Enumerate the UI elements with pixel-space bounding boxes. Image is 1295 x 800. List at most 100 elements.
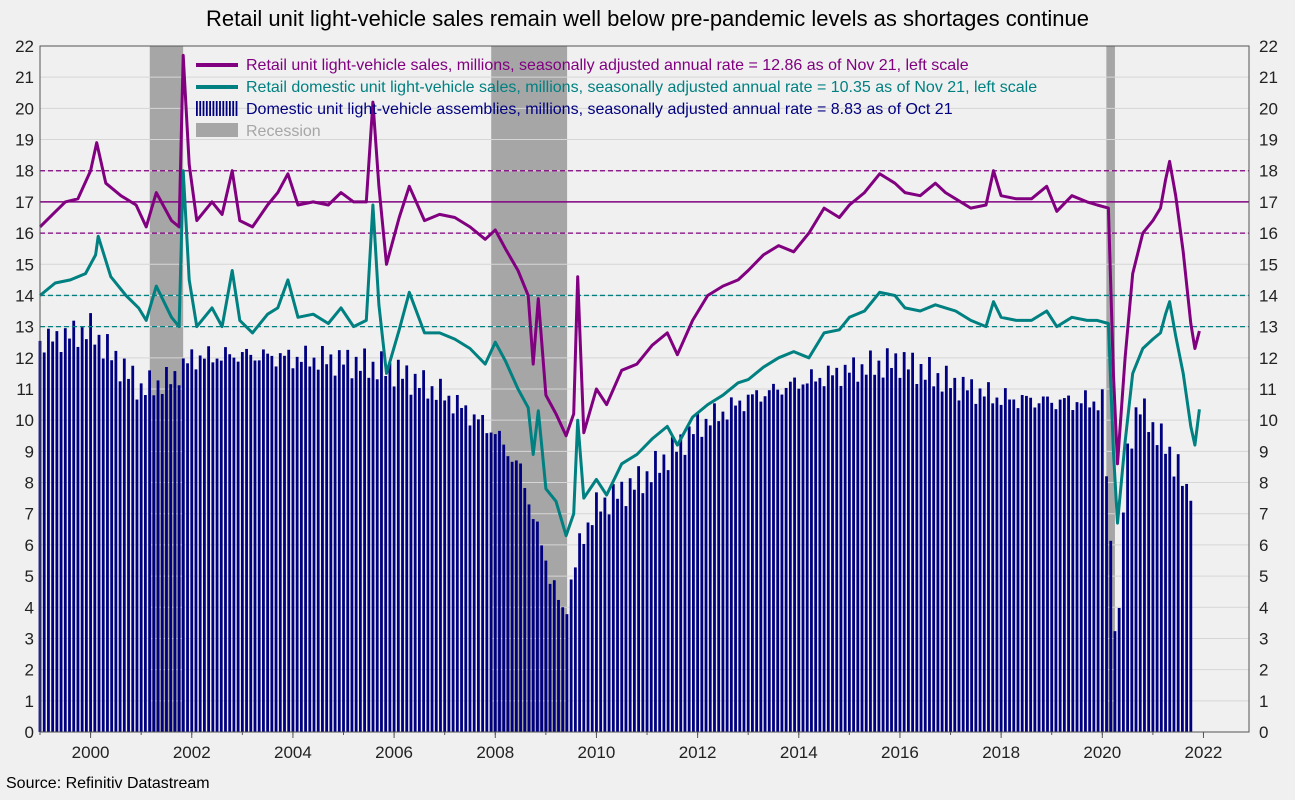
reference-lines — [40, 170, 1249, 328]
assembly-bar — [843, 364, 847, 732]
assembly-bar — [68, 338, 71, 732]
assembly-bar — [725, 419, 729, 732]
assembly-bar — [143, 395, 147, 732]
assembly-bar — [337, 350, 341, 732]
assembly-bar — [42, 352, 46, 732]
assembly-bar — [928, 356, 931, 732]
assembly-bar — [207, 346, 211, 732]
assembly-bar — [160, 393, 164, 732]
assembly-bar — [982, 396, 986, 732]
assembly-bar — [805, 383, 809, 732]
assembly-bar — [270, 355, 274, 732]
assembly-bar — [80, 327, 84, 732]
assembly-bar — [506, 456, 510, 732]
assembly-bar — [131, 365, 135, 732]
assembly-bar — [632, 489, 636, 732]
assembly-bar — [173, 371, 177, 732]
assembly-bar — [742, 411, 746, 732]
assembly-bar — [266, 353, 270, 732]
assembly-bar — [755, 390, 759, 732]
assembly-bar — [607, 514, 611, 732]
assembly-bar — [898, 377, 902, 732]
y-left-tick-label: 22 — [15, 37, 34, 56]
assembly-bar — [190, 349, 194, 732]
legend-swatch-bars — [219, 101, 221, 116]
assembly-bar — [455, 394, 459, 732]
assembly-bar — [224, 347, 227, 732]
y-right-tick-label: 0 — [1259, 723, 1268, 742]
assembly-bar — [974, 403, 978, 732]
assembly-bar — [278, 353, 282, 732]
assembly-bar — [1054, 409, 1058, 732]
assembly-bar — [405, 365, 409, 732]
assembly-bar — [451, 413, 455, 732]
assembly-bar — [696, 413, 700, 732]
y-left-tick-label: 20 — [15, 99, 34, 118]
assembly-bar — [51, 341, 55, 732]
assembly-bar — [165, 366, 168, 732]
y-left-tick-label: 5 — [25, 567, 34, 586]
assembly-bar — [464, 405, 468, 732]
assembly-bar — [957, 400, 961, 732]
assembly-bar — [708, 425, 712, 732]
assembly-bar — [1117, 607, 1121, 732]
assembly-bar — [489, 432, 493, 732]
assembly-bar — [329, 354, 333, 732]
assembly-bar — [114, 350, 118, 732]
assembly-bar — [906, 369, 910, 732]
y-left-tick-label: 2 — [25, 661, 34, 680]
assembly-bar — [679, 434, 683, 732]
assembly-bar — [514, 460, 518, 732]
x-tick-label: 2022 — [1185, 743, 1223, 762]
assembly-bar — [1168, 446, 1172, 732]
assembly-bar — [409, 394, 413, 732]
assembly-bar — [734, 405, 737, 732]
assembly-bar — [953, 377, 957, 732]
assembly-bar — [1096, 410, 1100, 732]
assembly-bar — [911, 352, 915, 732]
assembly-bar — [76, 346, 80, 732]
assembly-bar — [426, 398, 430, 732]
assembly-bar — [186, 363, 189, 732]
assembly-bar — [1138, 414, 1142, 732]
legend-label: Retail unit light-vehicle sales, million… — [246, 57, 969, 74]
assembly-bar — [1025, 395, 1028, 732]
assembly-bar — [991, 403, 995, 732]
assembly-bar — [616, 498, 619, 732]
assembly-bar — [1176, 454, 1180, 732]
x-tick-label: 2000 — [72, 743, 110, 762]
y-right-tick-label: 16 — [1259, 224, 1278, 243]
assembly-bar — [93, 344, 97, 732]
assembly-bar — [1172, 476, 1176, 732]
assembly-bar — [287, 349, 291, 732]
assembly-bar — [544, 560, 548, 732]
assembly-bar — [611, 484, 615, 732]
assemblies-bars — [38, 313, 1193, 732]
assembly-bar — [304, 345, 307, 732]
y-left-tick-label: 18 — [15, 162, 34, 181]
assembly-bar — [852, 357, 855, 732]
assembly-bar — [417, 387, 421, 732]
assembly-bar — [995, 397, 999, 732]
assembly-bar — [536, 521, 539, 732]
assembly-bar — [1151, 422, 1155, 732]
assembly-bar — [873, 374, 877, 732]
assembly-bar — [308, 366, 312, 732]
assembly-bar — [1012, 399, 1016, 732]
assembly-bar — [460, 407, 463, 732]
legend-swatch-bars — [202, 101, 205, 116]
assembly-bar — [1189, 500, 1193, 732]
assembly-bar — [641, 493, 645, 732]
x-tick-label: 2020 — [1083, 743, 1121, 762]
assembly-bar — [590, 525, 594, 732]
assembly-bar — [295, 356, 299, 732]
assembly-bar — [810, 369, 813, 732]
legend-swatch-bars — [225, 101, 228, 116]
assembly-bar — [253, 360, 257, 732]
assembly-bar — [1046, 396, 1049, 732]
assembly-bar — [772, 383, 775, 732]
assembly-bar — [628, 478, 632, 732]
assembly-bar — [375, 379, 379, 732]
x-tick-label: 2008 — [476, 743, 514, 762]
